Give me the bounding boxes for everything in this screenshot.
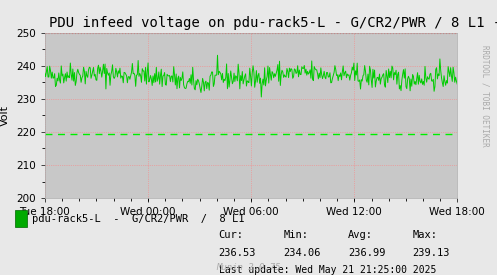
Text: Munin 2.0.75: Munin 2.0.75 — [216, 263, 281, 272]
Y-axis label: Volt: Volt — [0, 105, 10, 126]
Text: Min:: Min: — [283, 230, 308, 240]
Text: 236.53: 236.53 — [219, 248, 256, 258]
Bar — [15, 210, 27, 227]
Text: pdu-rack5-L  -  G/CR2/PWR  /  8 L1: pdu-rack5-L - G/CR2/PWR / 8 L1 — [32, 214, 245, 224]
Text: Avg:: Avg: — [348, 230, 373, 240]
Text: 234.06: 234.06 — [283, 248, 321, 258]
Text: 236.99: 236.99 — [348, 248, 385, 258]
Text: Cur:: Cur: — [219, 230, 244, 240]
Text: PDU infeed voltage on pdu-rack5-L - G/CR2/PWR / 8 L1 - by day: PDU infeed voltage on pdu-rack5-L - G/CR… — [49, 16, 497, 31]
Text: Last update: Wed May 21 21:25:00 2025: Last update: Wed May 21 21:25:00 2025 — [219, 265, 436, 275]
Text: RRDTOOL / TOBI OETIKER: RRDTOOL / TOBI OETIKER — [481, 45, 490, 147]
Text: 239.13: 239.13 — [413, 248, 450, 258]
Text: Max:: Max: — [413, 230, 437, 240]
